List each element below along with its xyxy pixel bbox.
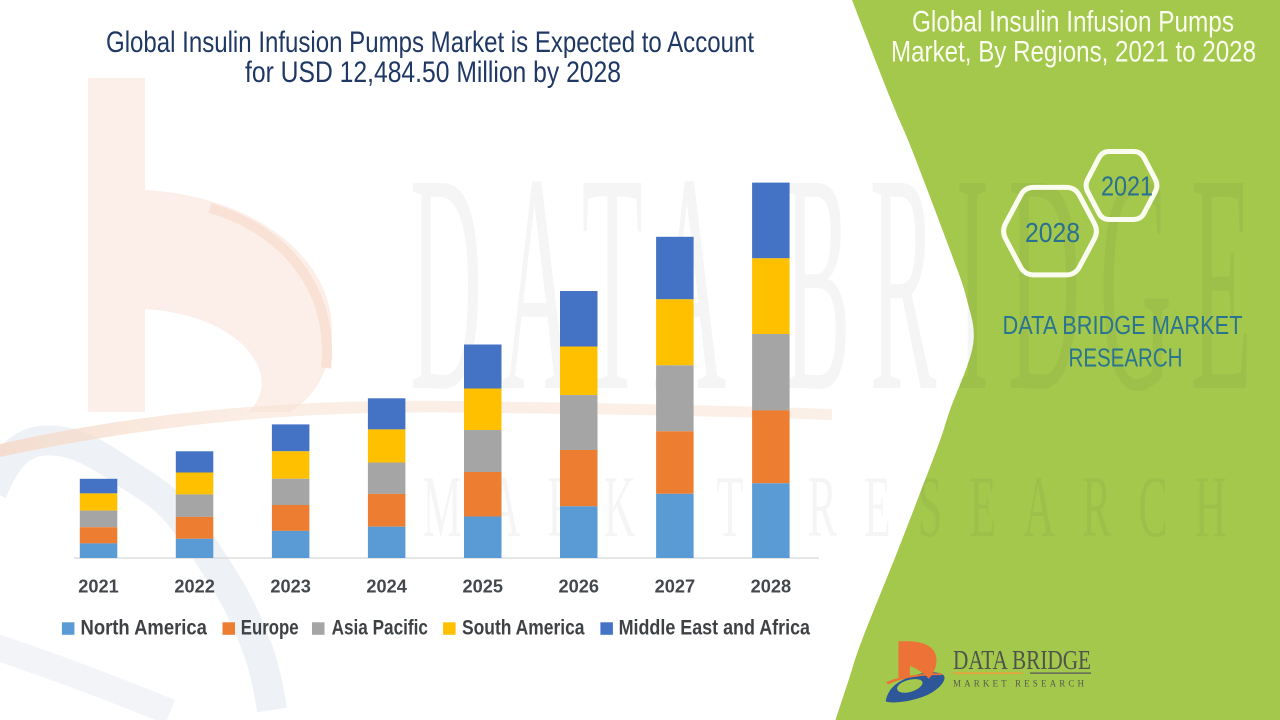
svg-text:Europe: Europe — [241, 617, 299, 640]
svg-text:Global Insulin Infusion Pumps: Global Insulin Infusion Pumps Market is … — [106, 26, 754, 59]
svg-text:2021: 2021 — [78, 577, 119, 597]
svg-text:Market, By Regions, 2021 to 20: Market, By Regions, 2021 to 2028 — [891, 36, 1256, 69]
svg-text:Middle East and Africa: Middle East and Africa — [619, 617, 811, 640]
svg-text:2027: 2027 — [655, 577, 696, 597]
svg-text:2022: 2022 — [174, 577, 215, 597]
svg-text:2026: 2026 — [559, 577, 600, 597]
svg-text:MARKET RESEARCH: MARKET RESEARCH — [423, 459, 1254, 556]
svg-text:2028: 2028 — [1025, 217, 1080, 248]
svg-text:Global Insulin Infusion Pumps: Global Insulin Infusion Pumps — [912, 6, 1234, 39]
svg-text:North America: North America — [81, 617, 208, 640]
svg-text:RESEARCH: RESEARCH — [1069, 342, 1183, 372]
svg-text:MARKET RESEARCH: MARKET RESEARCH — [953, 679, 1088, 689]
svg-text:DATA BRIDGE: DATA BRIDGE — [410, 110, 1252, 456]
svg-text:2025: 2025 — [463, 577, 504, 597]
svg-text:2024: 2024 — [366, 577, 407, 597]
svg-text:2023: 2023 — [270, 577, 311, 597]
svg-text:2028: 2028 — [751, 577, 792, 597]
svg-text:DATA BRIDGE MARKET: DATA BRIDGE MARKET — [1003, 310, 1243, 340]
svg-text:2021: 2021 — [1101, 171, 1153, 202]
svg-text:South America: South America — [462, 617, 585, 640]
svg-text:DATA BRIDGE: DATA BRIDGE — [953, 645, 1091, 675]
svg-text:for USD 12,484.50 Million by 2: for USD 12,484.50 Million by 2028 — [245, 56, 621, 89]
svg-text:Asia Pacific: Asia Pacific — [332, 617, 429, 640]
